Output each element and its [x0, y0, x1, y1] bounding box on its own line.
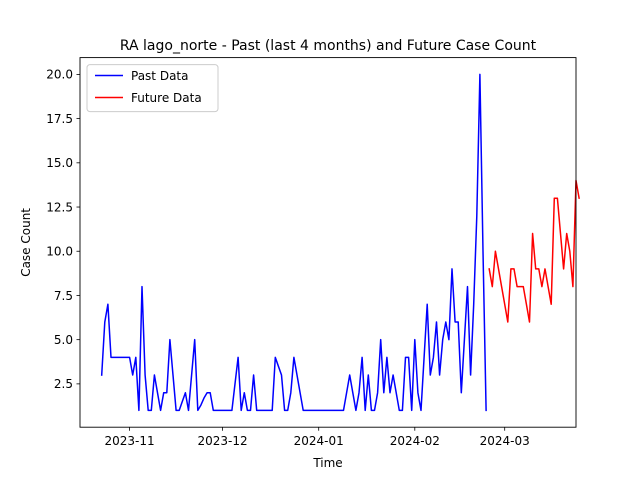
y-tick-label: 15.0 — [46, 156, 73, 170]
x-tick-label: 2024-01 — [294, 434, 344, 448]
y-tick-label: 2.5 — [54, 377, 73, 391]
plot-area — [100, 73, 580, 412]
legend-label-future: Future Data — [131, 91, 202, 105]
x-tick-label: 2023-12 — [198, 434, 248, 448]
x-axis-label: Time — [312, 456, 342, 470]
legend: Past Data Future Data — [86, 64, 219, 113]
x-tick-label: 2024-02 — [390, 434, 440, 448]
legend-box — [86, 64, 219, 113]
y-axis-label: Case Count — [19, 208, 33, 277]
legend-label-past: Past Data — [131, 69, 188, 83]
y-tick-label: 7.5 — [54, 289, 73, 303]
series-line-0 — [100, 73, 487, 412]
y-tick-label: 10.0 — [46, 245, 73, 259]
series-line-1 — [488, 179, 580, 323]
y-tick-label: 12.5 — [46, 200, 73, 214]
chart-title: RA lago_norte - Past (last 4 months) and… — [120, 38, 537, 54]
y-tick-label: 17.5 — [46, 112, 73, 126]
y-tick-label: 5.0 — [54, 333, 73, 347]
x-tick-label: 2024-03 — [480, 434, 530, 448]
x-axis: 2023-11 2023-12 2024-01 2024-02 2024-03 — [105, 427, 530, 448]
y-axis: 2.5 5.0 7.5 10.0 12.5 15.0 17.5 20.0 — [46, 68, 80, 391]
x-tick-label: 2023-11 — [105, 434, 155, 448]
plot-frame — [79, 57, 577, 428]
y-tick-label: 20.0 — [46, 68, 73, 82]
